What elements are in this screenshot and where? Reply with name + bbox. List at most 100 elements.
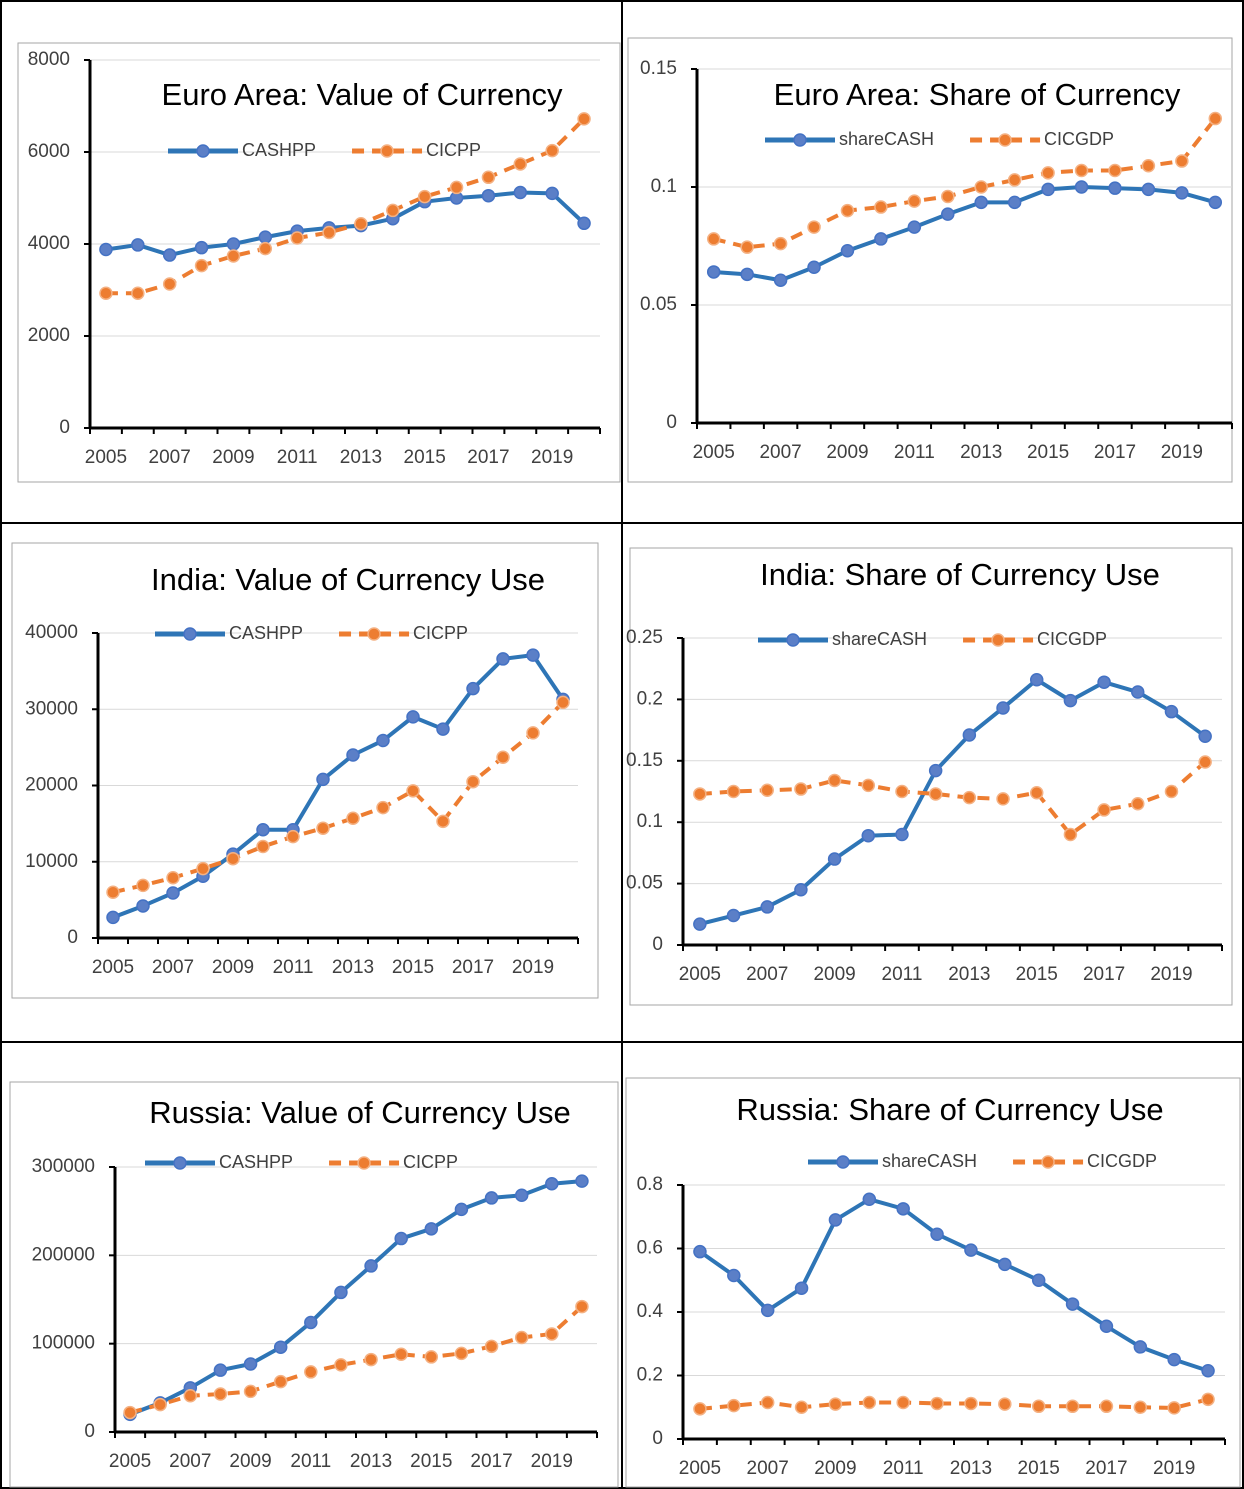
data-point xyxy=(496,652,510,666)
data-point xyxy=(1198,755,1212,769)
data-point xyxy=(1141,182,1156,197)
series-line xyxy=(698,1197,1209,1373)
x-tick-label: 2019 xyxy=(1161,442,1203,463)
y-tick-label: 0 xyxy=(652,934,663,955)
data-point xyxy=(424,1222,439,1236)
y-tick-label: 0.15 xyxy=(626,750,663,771)
y-tick-label: 0.1 xyxy=(637,811,663,832)
data-point xyxy=(740,267,754,282)
data-point xyxy=(861,778,876,793)
y-tick-label: 0 xyxy=(84,1421,95,1442)
data-point xyxy=(928,763,943,778)
series-line xyxy=(112,653,565,920)
legend-marker xyxy=(183,627,197,641)
data-point xyxy=(304,1365,318,1379)
chart-title: India: Share of Currency Use xyxy=(760,557,1160,592)
data-point xyxy=(693,917,707,931)
data-point xyxy=(496,750,510,765)
data-point xyxy=(484,1339,499,1354)
data-point xyxy=(1097,675,1111,689)
data-point xyxy=(727,1398,741,1413)
data-point xyxy=(773,236,788,251)
x-tick-label: 2005 xyxy=(679,1458,721,1479)
data-point xyxy=(1029,785,1044,800)
y-tick-label: 200000 xyxy=(32,1244,95,1265)
y-tick-label: 0 xyxy=(67,927,78,948)
chart-title: Euro Area: Value of Currency xyxy=(162,77,563,112)
data-point xyxy=(394,1231,408,1246)
data-point xyxy=(706,232,721,246)
data-point xyxy=(99,286,113,300)
data-point xyxy=(794,1400,809,1414)
x-tick-label: 2009 xyxy=(826,442,868,463)
data-point xyxy=(794,782,808,796)
data-point xyxy=(1007,195,1022,210)
data-point xyxy=(827,852,842,866)
x-tick-label: 2011 xyxy=(882,964,923,985)
y-tick-label: 4000 xyxy=(28,233,70,254)
data-point xyxy=(907,220,922,234)
x-tick-label: 2015 xyxy=(1016,964,1058,985)
data-point xyxy=(406,710,420,724)
data-point xyxy=(484,1191,499,1205)
data-point xyxy=(417,189,432,204)
y-tick-label: 0.1 xyxy=(651,176,677,197)
series-line xyxy=(129,1305,584,1415)
data-point xyxy=(760,1395,775,1410)
legend-label: CICGDP xyxy=(1044,129,1114,149)
legend-label: CASHPP xyxy=(242,140,316,160)
legend-marker xyxy=(793,133,807,147)
data-point xyxy=(454,1202,469,1217)
data-point xyxy=(794,882,808,897)
data-point xyxy=(286,829,300,844)
series-line xyxy=(105,117,586,296)
data-point xyxy=(1131,685,1145,699)
data-point xyxy=(183,1389,198,1403)
chart-title: India: Value of Currency Use xyxy=(151,562,545,597)
data-point xyxy=(545,1177,559,1191)
data-point xyxy=(273,1340,288,1354)
y-tick-label: 0.4 xyxy=(637,1301,664,1322)
data-point xyxy=(514,1330,529,1345)
data-point xyxy=(364,1352,378,1367)
data-point xyxy=(256,839,270,854)
x-tick-label: 2013 xyxy=(332,957,374,978)
data-point xyxy=(773,273,788,287)
data-point xyxy=(213,1363,228,1377)
data-point xyxy=(807,260,821,274)
border-middle xyxy=(621,0,623,1489)
data-point xyxy=(575,1174,589,1188)
y-tick-label: 0.6 xyxy=(637,1238,663,1259)
x-tick-label: 2015 xyxy=(392,957,434,978)
data-point xyxy=(807,220,821,234)
data-point xyxy=(364,1259,378,1273)
series-line xyxy=(699,760,1207,837)
y-tick-label: 0.05 xyxy=(626,873,663,894)
x-tick-label: 2011 xyxy=(290,1451,331,1472)
x-tick-label: 2005 xyxy=(679,964,721,985)
data-point xyxy=(526,726,540,740)
data-point xyxy=(194,258,209,273)
data-point xyxy=(394,1347,408,1362)
data-point xyxy=(466,681,480,696)
x-tick-label: 2005 xyxy=(85,447,127,468)
data-point xyxy=(760,783,774,798)
x-tick-label: 2019 xyxy=(531,1451,573,1472)
chart-title: Russia: Value of Currency Use xyxy=(149,1095,571,1130)
data-point xyxy=(1099,1319,1114,1334)
series-line xyxy=(105,190,586,258)
data-point xyxy=(1041,182,1055,197)
data-point xyxy=(1167,1352,1181,1367)
chart-title: Euro Area: Share of Currency xyxy=(774,77,1181,112)
data-point xyxy=(928,787,943,801)
data-point xyxy=(1164,704,1179,719)
data-point xyxy=(1074,163,1089,178)
x-tick-label: 2009 xyxy=(229,1451,271,1472)
data-point xyxy=(575,1299,589,1314)
data-point xyxy=(196,861,210,876)
data-point xyxy=(334,1285,348,1300)
legend-marker xyxy=(196,144,210,158)
data-point xyxy=(1167,1401,1181,1415)
data-point xyxy=(273,1374,288,1389)
